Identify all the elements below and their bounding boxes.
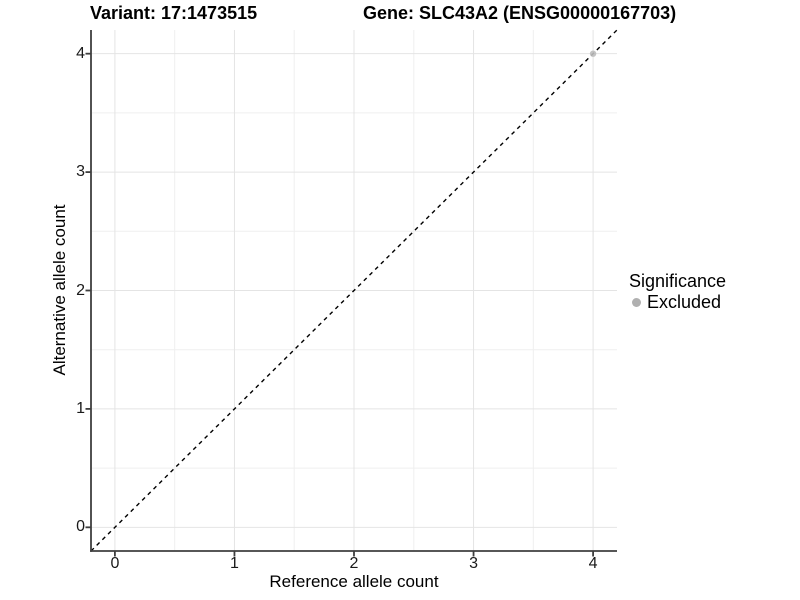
- legend-title: Significance: [629, 271, 727, 291]
- y-tick-label: 2: [76, 281, 85, 299]
- legend-item-label: Excluded: [647, 291, 722, 312]
- y-tick-label: 0: [76, 518, 85, 536]
- y-axis-title: Alternative allele count: [50, 204, 69, 376]
- x-tick-label: 4: [588, 555, 598, 572]
- y-tick-label: 1: [76, 399, 85, 417]
- x-tick-label: 2: [349, 555, 359, 572]
- data-point-excluded: [589, 50, 597, 57]
- title-variant: Variant: 17:1473515: [90, 3, 258, 23]
- x-tick-label: 1: [230, 555, 239, 572]
- legend-point-icon: [632, 297, 641, 307]
- legend-item-excluded: Excluded: [629, 292, 726, 312]
- y-tick-label: 3: [76, 163, 85, 181]
- x-tick-label: 3: [469, 555, 478, 572]
- identity-line: [90, 29, 618, 552]
- x-axis-title: Reference allele count: [269, 572, 439, 591]
- title-gene: Gene: SLC43A2 (ENSG00000167703): [363, 3, 677, 23]
- legend: Significance Excluded: [629, 271, 726, 312]
- y-tick-label: 4: [76, 44, 85, 62]
- x-tick-label: 0: [110, 555, 120, 572]
